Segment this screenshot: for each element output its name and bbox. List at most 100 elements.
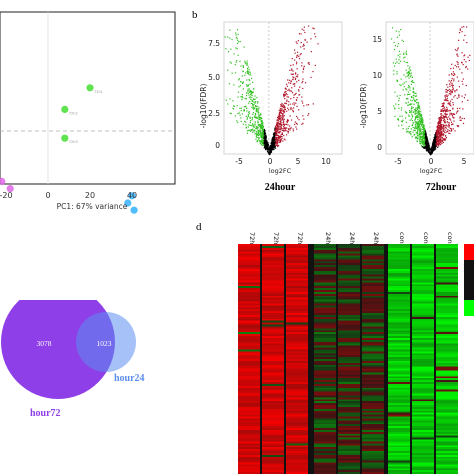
volcano-point bbox=[457, 47, 459, 49]
volcano-point bbox=[426, 142, 428, 144]
volcano-point bbox=[246, 64, 248, 66]
heatmap-cell bbox=[362, 412, 384, 415]
volcano-point bbox=[254, 129, 256, 131]
volcano-point bbox=[457, 66, 460, 68]
volcano-point bbox=[442, 104, 445, 106]
heatmap-cell bbox=[286, 420, 308, 423]
volcano-point bbox=[443, 99, 446, 101]
volcano-point bbox=[440, 113, 442, 115]
heatmap-cell bbox=[362, 435, 384, 438]
heatmap-cell bbox=[314, 334, 336, 337]
heatmap-cell bbox=[436, 418, 458, 421]
volcano-point bbox=[412, 96, 414, 99]
heatmap-cell bbox=[436, 268, 458, 272]
heatmap-cell bbox=[238, 343, 260, 346]
heatmap-cell bbox=[286, 397, 308, 400]
volcano-point bbox=[440, 137, 442, 139]
volcano-point bbox=[283, 120, 285, 123]
heatmap-cell bbox=[238, 255, 260, 258]
volcano-point bbox=[446, 110, 448, 112]
pca-point bbox=[61, 105, 69, 113]
volcano-point bbox=[456, 61, 458, 63]
volcano-point bbox=[403, 82, 405, 84]
volcano-point bbox=[418, 107, 420, 109]
panel-letter-d: d bbox=[196, 221, 202, 233]
volcano-point bbox=[408, 115, 410, 117]
volcano-point bbox=[419, 141, 421, 143]
heatmap-cell bbox=[362, 382, 384, 385]
volcano-point bbox=[455, 112, 458, 114]
volcano-point bbox=[277, 124, 279, 127]
heatmap-cell bbox=[238, 253, 260, 256]
volcano-point bbox=[314, 36, 317, 38]
volcano-point bbox=[282, 127, 284, 130]
volcano-point bbox=[255, 108, 258, 111]
heatmap-cell bbox=[238, 336, 260, 339]
volcano-point bbox=[442, 138, 444, 140]
volcano-point bbox=[405, 102, 407, 104]
volcano-point bbox=[239, 85, 242, 87]
heatmap-cell bbox=[314, 322, 336, 325]
volcano-point bbox=[314, 64, 316, 67]
volcano-point bbox=[285, 88, 287, 90]
volcano-point bbox=[417, 137, 419, 139]
volcano-point bbox=[272, 139, 274, 141]
heatmap-cell bbox=[362, 337, 384, 341]
volcano-point bbox=[439, 126, 441, 129]
volcano-point bbox=[261, 130, 263, 132]
heatmap-cell bbox=[338, 382, 360, 385]
volcano-point bbox=[423, 129, 425, 131]
volcano-point bbox=[272, 140, 274, 142]
volcano-point bbox=[425, 133, 427, 136]
volcano-point bbox=[441, 133, 443, 135]
volcano-point bbox=[401, 120, 404, 123]
volcano-point bbox=[432, 149, 434, 151]
heatmap-cell bbox=[286, 268, 308, 272]
volcano-point bbox=[248, 94, 250, 96]
volcano-point bbox=[250, 94, 252, 96]
volcano-point bbox=[252, 107, 254, 109]
heatmap-cell bbox=[412, 439, 434, 442]
heatmap-cell bbox=[436, 247, 458, 250]
volcano-point bbox=[252, 125, 254, 127]
volcano-point bbox=[249, 100, 251, 103]
heatmap-cell bbox=[436, 429, 458, 433]
heatmap-cell bbox=[412, 399, 434, 402]
heatmap-cell bbox=[362, 313, 384, 316]
heatmap-panel: 72h3 72h2 72h1 24h3 24h2 24h1 con3 con2 … bbox=[234, 220, 474, 474]
heatmap-cell bbox=[238, 259, 260, 262]
heatmap-cell bbox=[362, 443, 384, 446]
heatmap-cell bbox=[412, 447, 434, 450]
volcano-point bbox=[432, 141, 434, 143]
volcano-point bbox=[426, 136, 428, 138]
heatmap-cell bbox=[436, 261, 458, 264]
heatmap-cell bbox=[388, 454, 410, 457]
volcano-point bbox=[449, 102, 451, 104]
volcano-point bbox=[419, 130, 421, 132]
volcano-point bbox=[433, 148, 435, 150]
volcano-point bbox=[443, 127, 445, 129]
volcano-point bbox=[416, 128, 418, 130]
heatmap-cell bbox=[362, 437, 384, 440]
heatmap-cell bbox=[238, 383, 260, 387]
volcano-point bbox=[404, 94, 406, 96]
volcano-point bbox=[434, 138, 436, 140]
volcano-point bbox=[437, 143, 439, 145]
heatmap-cell bbox=[238, 316, 260, 319]
volcano-point bbox=[424, 133, 426, 135]
volcano-point bbox=[416, 99, 418, 101]
volcano-point bbox=[286, 96, 288, 98]
heatmap-cell bbox=[338, 414, 360, 417]
volcano-point bbox=[250, 74, 252, 76]
volcano-point bbox=[246, 79, 248, 81]
volcano-point bbox=[450, 80, 453, 82]
volcano-point bbox=[444, 99, 446, 101]
volcano-point bbox=[411, 76, 413, 78]
heatmap-cell bbox=[238, 472, 260, 474]
heatmap-cell bbox=[338, 257, 360, 260]
heatmap-cell bbox=[238, 307, 260, 310]
heatmap-cell bbox=[362, 274, 384, 277]
volcano-point bbox=[395, 58, 397, 60]
heatmap-cell bbox=[238, 339, 260, 342]
heatmap-cell bbox=[362, 324, 384, 327]
